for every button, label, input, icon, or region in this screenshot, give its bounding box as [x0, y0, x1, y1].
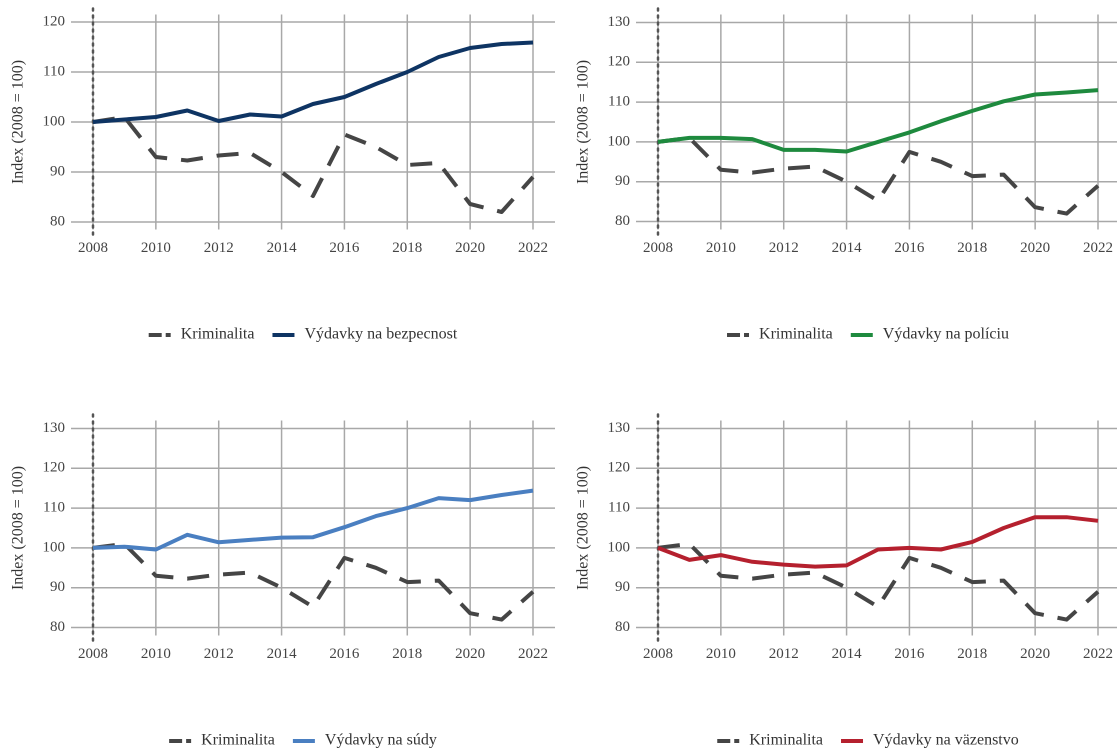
x-tick-label: 2016 [894, 646, 925, 662]
x-tick-label: 2008 [643, 240, 673, 256]
x-tick-label: 2008 [643, 646, 673, 662]
x-tick-label: 2018 [957, 646, 987, 662]
y-tick-label: 120 [608, 460, 631, 476]
series-line [657, 88, 1099, 154]
panel: 80 90 100 110 120 130 2008 2010 2012 2014 2016 2018… [575, 7, 1117, 343]
legend-label: Výdavky na políciu [883, 326, 1009, 343]
series-line [92, 115, 535, 214]
y-tick-label: 90 [615, 579, 630, 595]
y-axis-label: Index (2008 = 100) [575, 60, 592, 184]
x-tick-label: 2018 [392, 646, 422, 662]
y-tick-label: 130 [608, 420, 631, 436]
panel: 80 90 100 110 120 130 2008 2010 2012 2014 2016 2018… [10, 413, 555, 749]
x-tick-label: 2010 [141, 240, 171, 256]
y-tick-label: 90 [50, 163, 65, 179]
y-tick-label: 120 [608, 54, 631, 70]
y-axis-label: Index (2008 = 100) [10, 466, 27, 590]
x-tick-label: 2018 [957, 240, 987, 256]
x-tick-label: 2020 [455, 646, 485, 662]
x-tick-label: 2022 [518, 240, 548, 256]
x-tick-label: 2012 [769, 646, 799, 662]
x-tick-label: 2020 [1020, 240, 1050, 256]
x-tick-label: 2010 [706, 240, 736, 256]
x-tick-label: 2014 [832, 646, 863, 662]
x-tick-label: 2016 [894, 240, 925, 256]
series-line [657, 541, 1100, 622]
y-tick-label: 80 [615, 213, 630, 229]
y-tick-label: 100 [608, 539, 631, 555]
x-tick-label: 2020 [455, 240, 485, 256]
x-tick-label: 2010 [706, 646, 736, 662]
panel: 80 90 100 110 120 2008 2010 2012 2014 2016 2018 202… [10, 7, 555, 343]
y-axis-label: Index (2008 = 100) [575, 466, 592, 590]
x-tick-label: 2022 [518, 646, 548, 662]
y-tick-label: 110 [43, 500, 65, 516]
legend: Kriminalita Výdavky na políciu [727, 326, 1009, 343]
x-tick-label: 2022 [1083, 646, 1113, 662]
legend-label: Výdavky na väzenstvo [873, 732, 1019, 749]
y-axis-label: Index (2008 = 100) [10, 60, 27, 184]
x-tick-label: 2008 [78, 646, 108, 662]
y-tick-label: 80 [50, 213, 65, 229]
x-tick-label: 2016 [329, 240, 360, 256]
series-line [92, 40, 534, 124]
x-tick-label: 2008 [78, 240, 108, 256]
x-tick-label: 2020 [1020, 646, 1050, 662]
legend-label: Kriminalita [749, 732, 823, 749]
y-tick-label: 130 [608, 14, 631, 30]
y-tick-label: 110 [43, 63, 65, 79]
y-tick-label: 90 [615, 173, 630, 189]
legend: Kriminalita Výdavky na súdy [169, 732, 437, 749]
y-tick-label: 120 [43, 13, 66, 29]
y-tick-label: 90 [50, 579, 65, 595]
legend-label: Výdavky na súdy [325, 732, 437, 749]
y-tick-label: 80 [615, 619, 630, 635]
x-tick-label: 2010 [141, 646, 171, 662]
x-tick-label: 2012 [204, 646, 234, 662]
series-line [92, 541, 535, 622]
y-tick-label: 110 [608, 94, 630, 110]
legend: Kriminalita Výdavky na väzenstvo [717, 732, 1019, 749]
legend-label: Výdavky na bezpecnost [304, 326, 457, 343]
x-tick-label: 2022 [1083, 240, 1113, 256]
legend-label: Kriminalita [759, 326, 833, 343]
series-line [92, 488, 534, 552]
legend: Kriminalita Výdavky na bezpecnost [148, 326, 458, 343]
y-tick-label: 120 [43, 460, 66, 476]
y-tick-label: 100 [43, 113, 66, 129]
y-tick-label: 100 [608, 133, 631, 149]
series-line [657, 135, 1100, 216]
y-tick-label: 100 [43, 539, 66, 555]
legend-label: Kriminalita [201, 732, 275, 749]
x-tick-label: 2012 [769, 240, 799, 256]
x-tick-label: 2016 [329, 646, 360, 662]
y-tick-label: 110 [608, 500, 630, 516]
panel: 80 90 100 110 120 130 2008 2010 2012 2014 2016 2018… [575, 413, 1117, 749]
x-tick-label: 2014 [267, 646, 298, 662]
y-tick-label: 130 [43, 420, 66, 436]
legend-label: Kriminalita [181, 326, 255, 343]
x-tick-label: 2014 [267, 240, 298, 256]
x-tick-label: 2018 [392, 240, 422, 256]
x-tick-label: 2014 [832, 240, 863, 256]
x-tick-label: 2012 [204, 240, 234, 256]
y-tick-label: 80 [50, 619, 65, 635]
series-line [657, 515, 1099, 569]
